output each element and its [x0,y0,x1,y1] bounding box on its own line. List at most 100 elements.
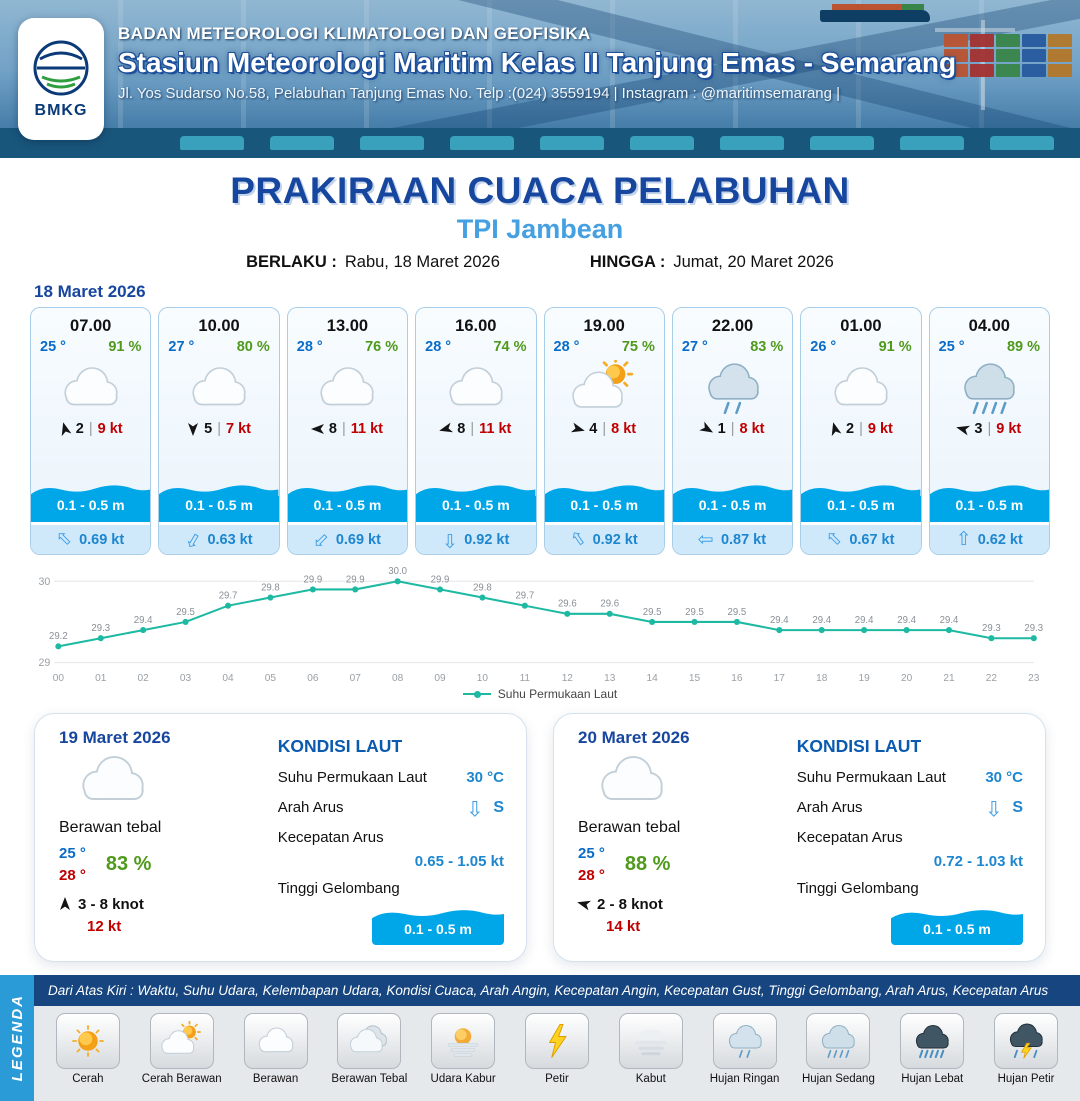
wave-height-value: 0.1 - 0.5 m [372,920,504,945]
legend-label: Petir [545,1073,569,1085]
wind-force: 1 [717,421,726,437]
svg-text:29.3: 29.3 [982,623,1001,634]
wind-speed: 7 kt [225,421,251,437]
svg-text:29.8: 29.8 [261,582,280,593]
chart-series-name: Suhu Permukaan Laut [497,687,618,701]
wave-crest-icon [159,485,279,496]
temp-max: 28 ° [59,866,86,884]
wind-row: 8 | 11 kt [416,421,535,437]
svg-text:04: 04 [222,673,234,684]
wind-row: 1 | 8 kt [673,421,792,437]
wind-direction-icon [570,421,587,436]
current-row: ⇧ 0.69 kt [31,522,151,554]
current-direction-icon: ⇧ [308,526,335,553]
current-speed: 0.92 kt [464,531,510,548]
legend-label: Udara Kabur [430,1073,496,1085]
hourly-forecast-card: 22.00 27 ° 83 % 1 | 8 kt 0.1 - 0.5 m ⇧ 0… [671,307,794,555]
daily-forecast-card: 20 Maret 2026 Berawan tebal 25 ° 28 ° 88… [553,713,1046,962]
svg-text:29.9: 29.9 [431,574,450,585]
svg-text:21: 21 [943,673,955,684]
current-row: ⇧ 0.63 kt [159,522,279,554]
svg-text:16: 16 [731,673,743,684]
bmkg-globe-icon [33,40,89,96]
wind-direction-icon [698,420,716,437]
current-direction-label: Arah Arus [796,799,863,816]
air-temperature: 27 ° [681,339,708,355]
svg-text:29.6: 29.6 [600,599,619,610]
humidity: 75 % [621,339,655,355]
wind-row: 2 | 9 kt [801,421,920,437]
svg-text:29.6: 29.6 [558,599,577,610]
svg-text:29.4: 29.4 [855,615,874,626]
wind-speed: 8 kt [739,421,765,437]
svg-text:29.5: 29.5 [643,607,662,618]
svg-text:01: 01 [95,673,107,684]
svg-text:17: 17 [774,673,786,684]
current-direction-value: S [1012,798,1023,816]
svg-text:29.3: 29.3 [91,623,110,634]
humidity: 74 % [493,339,527,355]
wind-direction-icon [310,423,325,435]
hourly-forecast-card: 10.00 27 ° 80 % 5 | 7 kt 0.1 - 0.5 m ⇧ 0… [158,307,280,555]
hourly-forecast-card: 07.00 25 ° 91 % 2 | 9 kt 0.1 - 0.5 m ⇧ 0… [30,307,152,555]
current-direction-icon: ⇧ [955,529,972,550]
divider: | [88,421,93,437]
current-direction-icon: ⇧ [52,526,79,553]
legend-item: Hujan Sedang [795,1013,883,1085]
current-speed: 0.92 kt [592,531,638,548]
legend-weather-icon [806,1013,871,1069]
temp-humidity-row: 27 ° 80 % [159,336,278,355]
legend-description: Dari Atas Kiri : Waktu, Suhu Udara, Kele… [34,975,1080,1006]
waiting-seats-illustration [0,128,1080,158]
wave-height-band: 0.1 - 0.5 m [672,483,793,522]
station-name: Stasiun Meteorologi Maritim Kelas II Tan… [118,47,957,78]
wind-direction-icon [827,421,842,438]
berlaku-label: BERLAKU : [246,253,337,271]
svg-text:29.8: 29.8 [473,582,492,593]
wind-speed: 9 kt [867,421,893,437]
legend-weather-icon [712,1013,777,1069]
legend-weather-icon [994,1013,1059,1069]
svg-text:10: 10 [477,673,489,684]
wave-crest-icon [672,485,793,496]
svg-text:29.3: 29.3 [1024,623,1043,634]
current-direction-value: S [493,798,504,816]
legend-label: Hujan Sedang [801,1073,875,1085]
wind-speed: 9 kt [97,421,123,437]
wave-crest-icon [929,485,1049,496]
wind-force: 4 [589,421,598,437]
humidity: 91 % [108,339,142,355]
wave-height-band: 0.1 - 0.5 m [929,483,1049,522]
svg-text:29.4: 29.4 [134,615,153,626]
current-speed-value: 0.65 - 1.05 kt [414,853,504,870]
legend-line-icon [462,690,491,698]
berlaku-value: Rabu, 18 Maret 2026 [344,253,500,271]
legend-item: Petir [513,1013,601,1085]
daily-humidity: 88 % [624,853,671,876]
legend-label: Berawan [252,1073,299,1085]
wave-height-value: 0.1 - 0.5 m [544,496,664,522]
svg-text:29.9: 29.9 [303,574,322,585]
daily-humidity: 83 % [105,853,152,876]
containers-illustration [944,34,1072,77]
svg-text:29.2: 29.2 [49,631,68,642]
wave-crest-icon [287,485,408,496]
chart-legend: Suhu Permukaan Laut [28,687,1052,701]
weather-icon [31,357,150,419]
air-temperature: 27 ° [168,339,195,355]
svg-text:29.4: 29.4 [940,615,959,626]
wind-direction-icon [59,897,71,911]
wind-row: 3 | 9 kt [930,421,1049,437]
svg-text:06: 06 [307,673,319,684]
current-speed-value: 0.72 - 1.03 kt [933,853,1023,870]
svg-text:29.4: 29.4 [770,615,789,626]
wave-height-value: 0.1 - 0.5 m [891,920,1023,945]
daily-date: 20 Maret 2026 [578,728,690,747]
daily-weather-icon [59,748,264,817]
temp-humidity-row: 27 ° 83 % [673,336,792,355]
current-speed-label: Kecepatan Arus [277,829,384,846]
divider: | [987,421,992,437]
wind-force: 2 [846,421,855,437]
wave-crest-icon [544,485,664,496]
legend-weather-icon [149,1013,214,1069]
